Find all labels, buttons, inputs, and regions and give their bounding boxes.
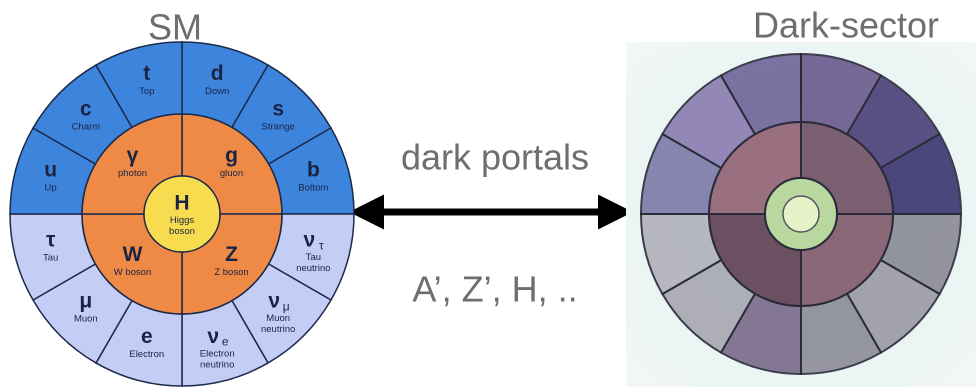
particle-name: Electron — [129, 349, 164, 360]
particle-name: Up — [45, 182, 57, 193]
figure: SM Dark-sector dark portals A’, Z’, H, .… — [0, 0, 980, 387]
particle-name: Muon — [266, 313, 290, 324]
right-title: Dark-sector — [753, 5, 939, 46]
particle-symbol: s — [272, 97, 284, 120]
particle-name: Strange — [262, 121, 295, 132]
particle-name: neutrino — [261, 324, 295, 335]
portal-label: dark portals — [401, 137, 589, 178]
particle-name: Z boson — [214, 267, 248, 278]
particle-name: boson — [169, 226, 195, 237]
particle-name: Higgs — [170, 215, 195, 226]
particle-name: gluon — [220, 168, 243, 179]
particle-subscript: τ — [319, 238, 324, 252]
particle-name: neutrino — [200, 359, 234, 370]
particle-symbol: u — [44, 158, 57, 181]
particle-symbol: ν — [304, 229, 316, 252]
particle-subscript: e — [222, 335, 229, 349]
particle-symbol: τ — [46, 229, 56, 252]
particle-symbol: d — [211, 62, 224, 85]
particle-name: Charm — [72, 121, 101, 132]
particle-symbol: H — [174, 192, 189, 215]
dark-wheel — [641, 54, 961, 374]
particle-symbol: e — [141, 325, 153, 348]
particle-symbol: ν — [268, 290, 280, 313]
particle-name: Top — [139, 86, 154, 97]
particle-symbol: μ — [79, 290, 92, 313]
particle-symbol: c — [80, 97, 92, 120]
particle-name: Muon — [74, 314, 98, 325]
particle-symbol: g — [225, 144, 238, 167]
particle-symbol: Z — [225, 243, 238, 266]
particle-symbol: γ — [127, 144, 139, 167]
particle-symbol: b — [307, 158, 320, 181]
left-title: SM — [148, 7, 202, 48]
particle-name: neutrino — [296, 263, 330, 274]
particle-name: Tau — [43, 253, 58, 264]
particle-subscript: μ — [283, 299, 290, 313]
portal-particles: A’, Z’, H, .. — [412, 269, 577, 310]
particle-name: Down — [205, 86, 229, 97]
particle-name: Bottom — [298, 182, 328, 193]
particle-name: Tau — [306, 252, 321, 263]
particle-name: photon — [118, 168, 147, 179]
particle-symbol: W — [123, 243, 143, 266]
dark-center-inner — [783, 196, 819, 232]
particle-name: W boson — [114, 267, 152, 278]
particle-symbol: t — [143, 62, 150, 85]
particle-name: Electron — [200, 348, 235, 359]
particle-symbol: ν — [207, 325, 219, 348]
